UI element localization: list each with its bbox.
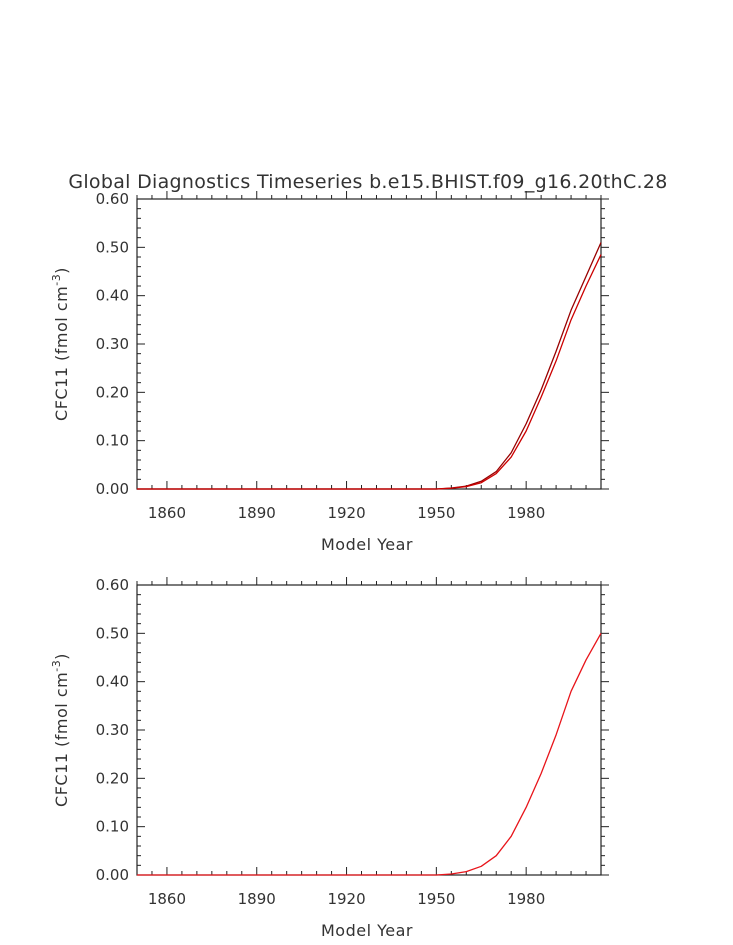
y-tick-label: 0.10 <box>96 432 129 450</box>
plot-frame <box>136 198 602 490</box>
y-tick-label: 0.50 <box>96 238 129 256</box>
x-tick-label: 1920 <box>327 890 365 908</box>
x-tick-label: 1860 <box>148 890 186 908</box>
top-panel: 1860 1890 1920 1950 1980 0.00 0.10 0.20 0.30 0.40… <box>50 190 609 554</box>
series-line-1 <box>137 242 602 490</box>
y-tick-label: 0.00 <box>96 480 129 498</box>
y-tick-label: 0.60 <box>96 576 129 594</box>
series-line-1 <box>137 633 602 876</box>
series-line-2 <box>137 254 602 490</box>
y-tick-label: 0.30 <box>96 335 129 353</box>
x-tick-label: 1860 <box>148 504 186 522</box>
plot-frame <box>136 584 602 876</box>
y-axis-title: CFC11 (fmol cm-3) <box>50 653 71 807</box>
x-tick-label: 1980 <box>507 890 545 908</box>
figure-title: Global Diagnostics Timeseries b.e15.BHIS… <box>68 171 667 193</box>
y-tick-label: 0.20 <box>96 383 129 401</box>
x-tick-label: 1980 <box>507 504 545 522</box>
y-tick-label: 0.40 <box>96 673 129 691</box>
y-tick-label: 0.10 <box>96 818 129 836</box>
x-axis-title: Model Year <box>321 921 413 940</box>
x-tick-label: 1890 <box>238 504 276 522</box>
x-axis-title: Model Year <box>321 535 413 554</box>
x-tick-label: 1950 <box>417 890 455 908</box>
x-tick-label: 1950 <box>417 504 455 522</box>
x-tick-label: 1890 <box>238 890 276 908</box>
x-tick-label: 1920 <box>327 504 365 522</box>
y-tick-label: 0.50 <box>96 624 129 642</box>
y-tick-label: 0.40 <box>96 287 129 305</box>
y-tick-label: 0.60 <box>96 190 129 208</box>
y-axis-title: CFC11 (fmol cm-3) <box>50 267 71 421</box>
y-tick-label: 0.20 <box>96 769 129 787</box>
y-tick-label: 0.00 <box>96 866 129 884</box>
bottom-panel: 1860 1890 1920 1950 1980 0.00 0.10 0.20 0.30 0.40… <box>50 576 609 940</box>
y-tick-label: 0.30 <box>96 721 129 739</box>
